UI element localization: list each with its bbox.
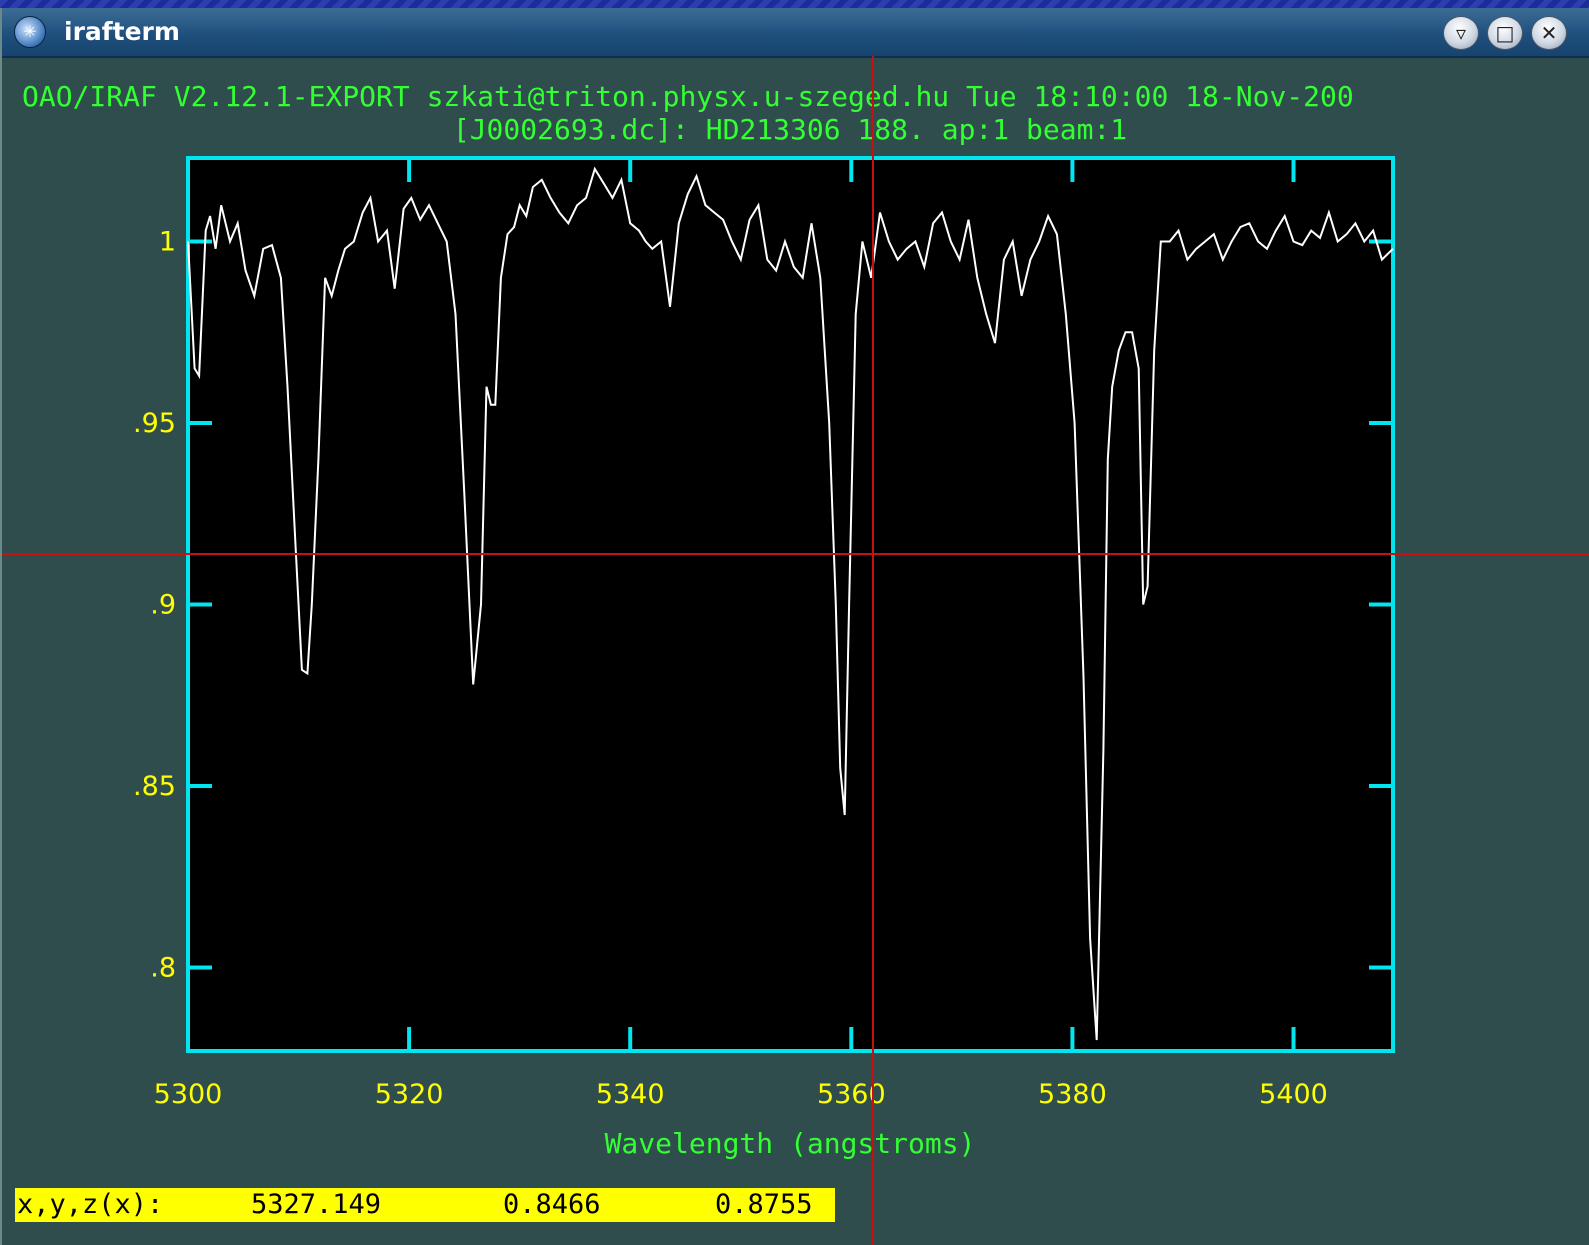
maximize-icon[interactable]: □ — [1487, 16, 1523, 50]
y-tick-label: .85 — [133, 771, 176, 802]
axis-ticks — [186, 158, 1393, 1051]
x-tick-label: 5380 — [1038, 1079, 1107, 1110]
x-tick-label: 5340 — [596, 1079, 665, 1110]
y-tick-label: .9 — [150, 590, 176, 621]
cursor-readout: x,y,z(x): 5327.149 0.8466 0.8755 — [15, 1188, 835, 1222]
x-tick-label: 5320 — [375, 1079, 444, 1110]
readout-label: x,y,z(x): — [17, 1189, 164, 1220]
x-tick-label: 5300 — [154, 1079, 223, 1110]
plot-header-line1: OAO/IRAF V2.12.1-EXPORT szkati@triton.ph… — [22, 80, 1354, 113]
crosshair-vertical — [872, 56, 874, 1245]
readout-z: 0.8755 — [715, 1189, 813, 1220]
desktop-background — [0, 0, 1589, 8]
window-title: irafterm — [64, 17, 180, 46]
y-tick-label: .8 — [150, 953, 176, 984]
app-star-icon[interactable]: ✳ — [14, 16, 46, 48]
window-titlebar[interactable]: ✳ irafterm ▿ □ ✕ — [2, 8, 1589, 58]
irafterm-window: ✳ irafterm ▿ □ ✕ OAO/IRAF V2.12.1-EXPORT… — [0, 8, 1589, 1245]
crosshair-horizontal — [2, 553, 1589, 555]
x-axis-label: Wavelength (angstroms) — [605, 1127, 976, 1160]
readout-x: 5327.149 — [251, 1189, 382, 1220]
spectrum-line — [187, 166, 1394, 1041]
x-tick-label: 5400 — [1259, 1079, 1328, 1110]
plot-canvas[interactable]: OAO/IRAF V2.12.1-EXPORT szkati@triton.ph… — [2, 8, 1589, 1245]
plot-area — [186, 156, 1395, 1053]
x-tick-label: 5360 — [817, 1079, 886, 1110]
y-tick-label: .95 — [133, 408, 176, 439]
shade-icon[interactable]: ▿ — [1443, 16, 1479, 50]
readout-y: 0.8466 — [503, 1189, 601, 1220]
axis-tick-labels: 5300 5320 5340 5360 5380 5400 .8 .85 .9 .95 1 — [133, 226, 1328, 1110]
y-tick-label: 1 — [159, 226, 176, 257]
close-icon[interactable]: ✕ — [1531, 16, 1567, 50]
plot-header-line2: [J0002693.dc]: HD213306 188. ap:1 beam:1 — [453, 113, 1127, 146]
